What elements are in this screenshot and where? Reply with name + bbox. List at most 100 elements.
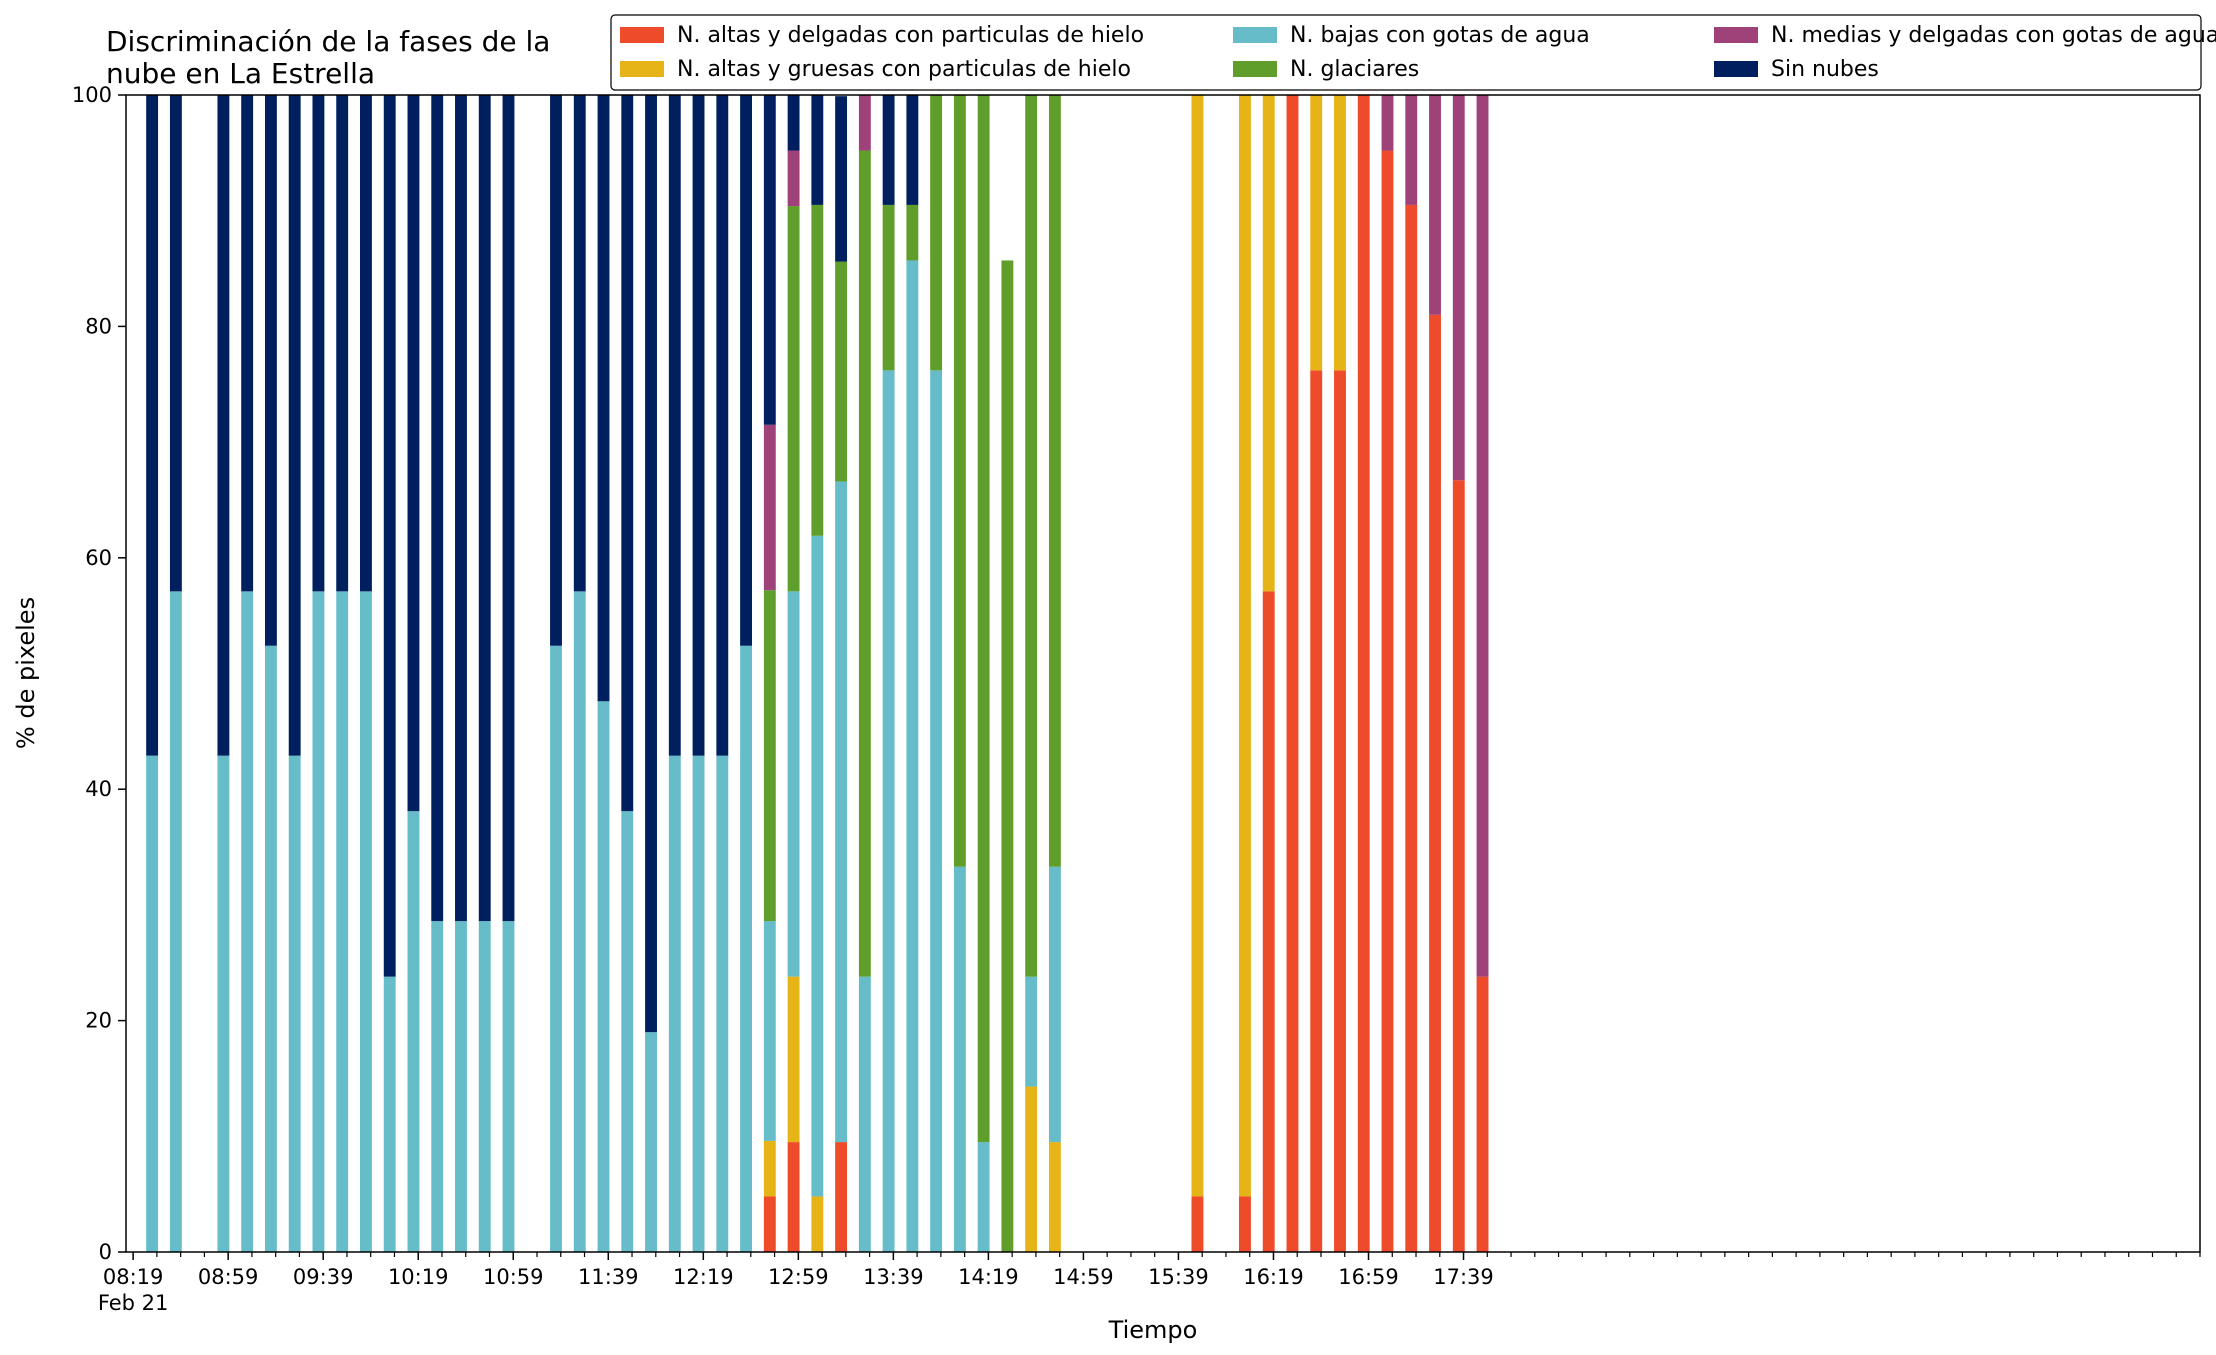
bar-segment-16:57-series-0 bbox=[1357, 95, 1370, 1252]
bar-segment-13:27-series-4 bbox=[858, 95, 871, 151]
legend: N. altas y delgadas con particulas de hi… bbox=[610, 14, 2216, 91]
bar-segment-17:47-series-0 bbox=[1476, 976, 1489, 1252]
x-tick-sublabel: Feb 21 bbox=[98, 1291, 169, 1315]
bar-segment-17:37-series-0 bbox=[1452, 480, 1465, 1252]
bar-segment-11:57-series-5 bbox=[645, 95, 657, 1033]
legend-swatch-0 bbox=[620, 27, 664, 43]
legend-swatch-2 bbox=[1233, 27, 1277, 43]
legend-label-0: N. altas y delgadas con particulas de hi… bbox=[677, 23, 1144, 48]
bar-segment-12:57-series-1 bbox=[787, 976, 800, 1143]
legend-label-4: N. medias y delgadas con gotas de agua bbox=[1771, 23, 2216, 48]
bar-segment-14:47-series-3 bbox=[1048, 95, 1061, 867]
bar-segment-14:37-series-3 bbox=[1025, 95, 1038, 977]
bar-segment-10:17-series-5 bbox=[407, 95, 420, 812]
bar-segment-11:17-series-2 bbox=[550, 645, 562, 1252]
bar-segment-13:37-series-2 bbox=[882, 370, 895, 1252]
bar-segment-17:47-series-4 bbox=[1476, 95, 1489, 977]
bar-segment-09:47-series-2 bbox=[336, 591, 349, 1252]
bar-segment-13:47-series-2 bbox=[906, 260, 919, 1252]
bar-segment-17:17-series-4 bbox=[1405, 95, 1418, 205]
bar-segment-09:37-series-5 bbox=[312, 95, 325, 592]
bar-segment-13:07-series-1 bbox=[811, 1196, 824, 1252]
bar-segment-10:27-series-5 bbox=[431, 95, 444, 922]
x-tick-label-15:39: 15:39 bbox=[1148, 1265, 1209, 1289]
chart-title-line-2: nube en La Estrella bbox=[106, 57, 375, 90]
x-tick-label-16:59: 16:59 bbox=[1338, 1265, 1399, 1289]
bar-segment-12:47-series-0 bbox=[763, 1196, 776, 1252]
bar-segment-09:57-series-5 bbox=[360, 95, 372, 592]
bar-segment-15:47-series-1 bbox=[1191, 95, 1204, 1197]
legend-box bbox=[610, 14, 2202, 91]
y-axis: 0 20 40 60 80 100 bbox=[72, 83, 126, 1264]
x-tick-label-10:19: 10:19 bbox=[388, 1265, 449, 1289]
bar-segment-14:07-series-3 bbox=[953, 95, 966, 867]
bar-segment-12:57-series-2 bbox=[787, 591, 800, 977]
legend-label-1: N. altas y gruesas con particulas de hie… bbox=[677, 57, 1131, 82]
bar-segment-10:47-series-5 bbox=[478, 95, 491, 922]
bar-segment-11:37-series-2 bbox=[597, 701, 610, 1252]
x-tick-label-14:19: 14:19 bbox=[958, 1265, 1019, 1289]
bar-segment-16:07-series-0 bbox=[1239, 1196, 1251, 1252]
bar-segment-16:27-series-0 bbox=[1286, 95, 1299, 1252]
bar-segment-13:47-series-5 bbox=[906, 95, 919, 205]
bar-segment-17:07-series-4 bbox=[1381, 95, 1394, 151]
bar-segment-14:07-series-2 bbox=[953, 866, 966, 1252]
bar-segment-08:57-series-2 bbox=[217, 755, 230, 1252]
bar-segment-12:57-series-5 bbox=[787, 95, 800, 151]
bar-segment-16:47-series-1 bbox=[1334, 95, 1346, 371]
legend-swatch-4 bbox=[1714, 27, 1758, 43]
x-tick-label-14:59: 14:59 bbox=[1053, 1265, 1114, 1289]
bar-segment-10:37-series-5 bbox=[455, 95, 467, 922]
bar-segment-11:27-series-5 bbox=[573, 95, 586, 592]
bar-segment-10:57-series-5 bbox=[502, 95, 515, 922]
bar-segment-17:07-series-0 bbox=[1381, 150, 1394, 1252]
bar-segment-12:37-series-2 bbox=[740, 645, 752, 1252]
bar-segment-13:47-series-3 bbox=[906, 204, 919, 261]
bar-segment-12:07-series-2 bbox=[668, 755, 681, 1252]
bar-segment-12:47-series-3 bbox=[763, 590, 776, 922]
bar-segment-13:07-series-2 bbox=[811, 535, 824, 1197]
bar-segment-09:57-series-2 bbox=[360, 591, 372, 1252]
bar-segment-12:47-series-2 bbox=[763, 921, 776, 1141]
y-tick-label-80: 80 bbox=[85, 314, 112, 338]
x-tick-label-13:39: 13:39 bbox=[863, 1265, 924, 1289]
bar-segment-11:57-series-2 bbox=[645, 1032, 657, 1252]
bar-segment-08:37-series-5 bbox=[169, 95, 182, 592]
bar-segment-13:17-series-3 bbox=[835, 261, 848, 482]
bar-segment-10:57-series-2 bbox=[502, 921, 515, 1252]
bar-segment-13:17-series-2 bbox=[835, 481, 848, 1143]
y-axis-label: % de pixeles bbox=[12, 597, 40, 749]
legend-label-5: Sin nubes bbox=[1771, 57, 1879, 82]
bar-segment-10:07-series-2 bbox=[383, 976, 396, 1252]
chart-title: Discriminación de la fases de la nube en… bbox=[106, 25, 550, 90]
bar-segment-11:47-series-2 bbox=[621, 811, 634, 1252]
bar-segment-11:47-series-5 bbox=[621, 95, 634, 812]
bar-segment-09:07-series-2 bbox=[241, 591, 254, 1252]
bar-segment-12:57-series-3 bbox=[787, 206, 800, 592]
bar-segment-16:37-series-1 bbox=[1310, 95, 1323, 371]
bars-layer bbox=[146, 95, 1489, 1253]
bar-segment-17:17-series-0 bbox=[1405, 204, 1418, 1252]
bar-segment-12:27-series-2 bbox=[716, 755, 729, 1252]
legend-label-3: N. glaciares bbox=[1290, 57, 1419, 82]
x-tick-label-10:59: 10:59 bbox=[483, 1265, 544, 1289]
x-axis-label: Tiempo bbox=[1108, 1316, 1198, 1344]
bar-segment-17:27-series-0 bbox=[1429, 314, 1441, 1253]
bar-segment-16:17-series-1 bbox=[1262, 95, 1275, 592]
y-tick-label-60: 60 bbox=[85, 546, 112, 570]
bar-segment-14:27-series-3 bbox=[1001, 260, 1014, 1252]
bar-segment-13:37-series-5 bbox=[882, 95, 895, 205]
bar-segment-13:07-series-3 bbox=[811, 204, 824, 536]
bar-segment-11:27-series-2 bbox=[573, 591, 586, 1252]
bar-segment-09:17-series-2 bbox=[264, 645, 277, 1252]
y-tick-label-20: 20 bbox=[85, 1009, 112, 1033]
bar-segment-13:57-series-2 bbox=[930, 370, 943, 1252]
bar-segment-09:17-series-5 bbox=[264, 95, 277, 646]
bar-segment-09:37-series-2 bbox=[312, 591, 325, 1252]
bar-segment-12:47-series-1 bbox=[763, 1140, 776, 1197]
bar-segment-13:37-series-3 bbox=[882, 204, 895, 371]
chart-title-line-1: Discriminación de la fases de la bbox=[106, 25, 550, 58]
bar-segment-13:07-series-5 bbox=[811, 95, 824, 205]
